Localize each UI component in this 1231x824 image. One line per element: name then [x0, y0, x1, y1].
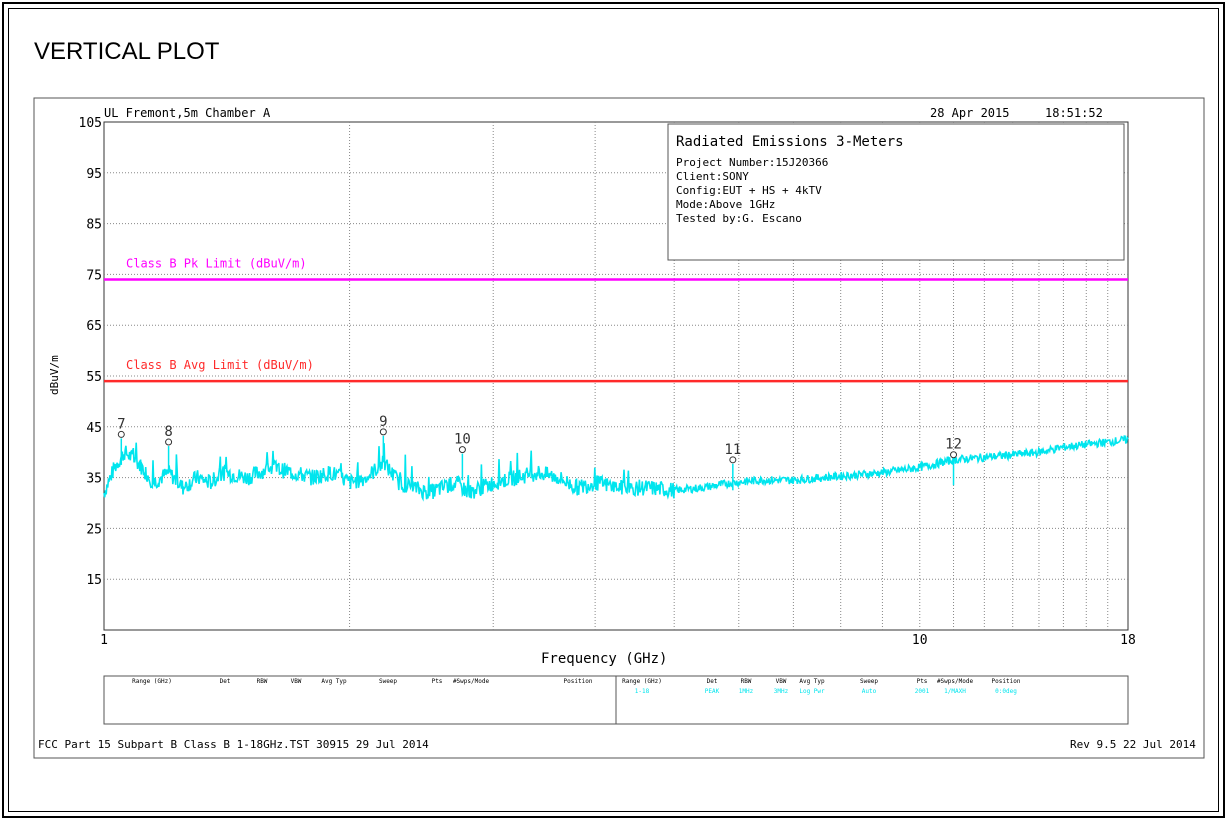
marker-point	[117, 430, 125, 438]
y-tick-label: 95	[86, 167, 102, 182]
info-line-mode: Mode:Above 1GHz	[676, 198, 775, 211]
settings-header: #Swps/Mode	[937, 678, 974, 685]
marker-label: 10	[454, 432, 471, 448]
y-tick-label: 45	[86, 421, 102, 436]
settings-header: Pts	[432, 678, 443, 685]
marker-point	[729, 456, 737, 464]
y-tick-labels: 105 95 85 75 65 55 45 35 25 15	[79, 116, 102, 588]
plot-frame	[33, 97, 1205, 759]
y-tick-label: 35	[86, 472, 102, 487]
settings-cell: 1MHz	[739, 688, 754, 695]
settings-header: Position	[992, 678, 1021, 685]
trace-line	[103, 435, 1129, 502]
header-time: 18:51:52	[1045, 106, 1103, 120]
y-tick-label: 65	[86, 319, 102, 334]
info-title: Radiated Emissions 3-Meters	[676, 134, 904, 150]
settings-header: Range (GHz)	[622, 678, 662, 685]
y-tick-label: 105	[79, 116, 102, 131]
info-line-client: Client:SONY	[676, 170, 749, 183]
settings-header: Avg Typ	[321, 678, 347, 685]
settings-header: #Swps/Mode	[453, 678, 490, 685]
marker-label: 11	[724, 442, 741, 458]
settings-header: Det	[220, 678, 231, 685]
info-line-config: Config:EUT + HS + 4kTV	[676, 184, 822, 197]
settings-cell: 0:0deg	[995, 688, 1017, 695]
marker-label: 8	[164, 424, 172, 440]
settings-cell: 2001	[915, 688, 930, 695]
settings-cell: PEAK	[705, 688, 720, 695]
settings-header: Range (GHz)	[132, 678, 172, 685]
y-tick-label: 15	[86, 573, 102, 588]
info-line-project: Project Number:15J20366	[676, 156, 828, 169]
settings-cell: 1/MAXH	[944, 688, 966, 695]
settings-header: VBW	[291, 678, 302, 685]
header-date: 28 Apr 2015	[930, 106, 1009, 120]
marker-point	[458, 446, 466, 454]
header-lab: UL Fremont,5m Chamber A	[104, 106, 271, 120]
info-line-tester: Tested by:G. Escano	[676, 212, 802, 225]
marker-point	[950, 451, 958, 459]
settings-header: RBW	[741, 678, 752, 685]
settings-cell: 3MHz	[774, 688, 789, 695]
inner-border	[8, 8, 1219, 812]
marker-label: 7	[117, 416, 125, 432]
footer-left: FCC Part 15 Subpart B Class B 1-18GHz.TS…	[38, 738, 429, 751]
settings-header: RBW	[257, 678, 268, 685]
marker-point	[379, 428, 387, 436]
x-axis-label: Frequency (GHz)	[541, 651, 667, 667]
settings-headers-right: Range (GHz) Det RBW VBW Avg Typ Sweep Pts #Swps…	[622, 678, 1021, 685]
limit-label: Class B Avg Limit (dBuV/m)	[126, 358, 314, 372]
settings-cell: Auto	[862, 688, 877, 695]
settings-header: Avg Typ	[799, 678, 825, 685]
settings-header: Position	[564, 678, 593, 685]
marker-group: 7 8 9 10 11 12	[117, 414, 962, 491]
footer-right: Rev 9.5 22 Jul 2014	[1070, 738, 1196, 751]
y-tick-label: 75	[86, 268, 102, 283]
x-tick-label: 1	[100, 633, 108, 648]
y-axis-label: dBuV/m	[48, 355, 61, 395]
settings-row-right: 1-18 PEAK 1MHz 3MHz Log Pwr Auto 2001 1/MAXH 0:0…	[635, 688, 1017, 695]
y-tick-label: 55	[86, 370, 102, 385]
settings-headers-left: Range (GHz) Det RBW VBW Avg Typ Sweep Pts #Swps…	[132, 678, 593, 685]
trace-group	[103, 435, 1129, 502]
settings-header: VBW	[776, 678, 787, 685]
settings-cell: Log Pwr	[799, 688, 825, 695]
y-tick-label: 25	[86, 522, 102, 537]
settings-header: Sweep	[860, 678, 878, 685]
settings-cell: 1-18	[635, 688, 650, 695]
limit-lines: Class B Pk Limit (dBuV/m) Class B Avg Lim…	[104, 256, 1128, 383]
limit-label: Class B Pk Limit (dBuV/m)	[126, 256, 307, 270]
settings-header: Det	[707, 678, 718, 685]
x-tick-label: 18	[1120, 633, 1136, 648]
settings-header: Sweep	[379, 678, 397, 685]
x-tick-labels: 1 10 18	[100, 633, 1136, 648]
marker-point	[165, 438, 173, 446]
info-box	[667, 123, 1125, 261]
settings-header: Pts	[917, 678, 928, 685]
page-title: VERTICAL PLOT	[34, 38, 220, 65]
x-tick-label: 10	[912, 633, 928, 648]
y-tick-label: 85	[86, 218, 102, 233]
marker-label: 12	[945, 437, 962, 453]
marker-label: 9	[379, 414, 387, 430]
